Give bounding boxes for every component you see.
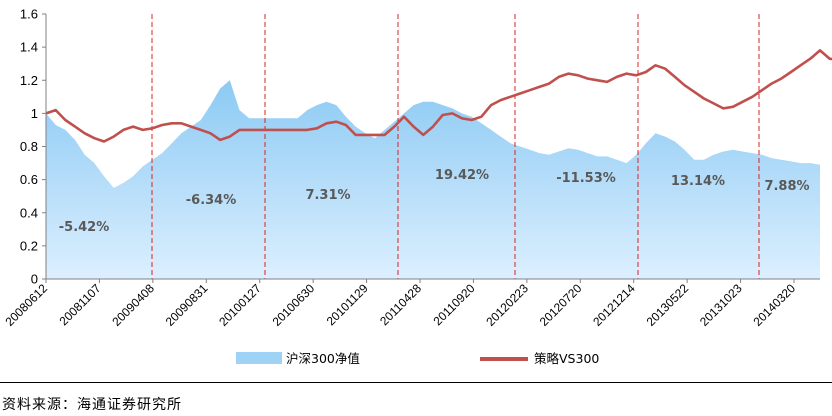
x-tick-label: 20090831: [163, 281, 211, 329]
y-tick-label: 1.4: [20, 40, 38, 55]
x-tick-label: 20100127: [216, 281, 264, 329]
x-tick-label: 20121214: [590, 281, 638, 329]
period-return-label: -6.34%: [186, 193, 237, 208]
x-tick-label: 20101129: [324, 281, 371, 328]
x-tick-label: 20100630: [270, 281, 318, 329]
y-tick-label: 0: [31, 272, 38, 287]
period-return-label: -11.53%: [556, 171, 616, 186]
legend: 沪深300净值 策略VS300: [236, 351, 599, 366]
y-tick-label: 0.6: [20, 172, 38, 187]
legend-area-label: 沪深300净值: [286, 351, 360, 366]
source-note: 资料来源：海通证券研究所: [2, 397, 182, 413]
line-series-strategy: [45, 49, 832, 143]
period-return-label: 7.88%: [764, 179, 809, 194]
x-tick-label: 20120720: [537, 281, 585, 329]
y-tick-label: 0.4: [20, 205, 38, 220]
x-tick-label: 20110428: [377, 281, 424, 328]
y-tick-label: 1: [31, 106, 38, 121]
x-tick-label: 20140320: [750, 281, 798, 329]
x-axis-ticks: 20080612 20081107 20090408 20090831 20100127…: [2, 279, 798, 329]
x-tick-label: 20130522: [644, 281, 692, 329]
legend-area-swatch: [236, 352, 282, 364]
y-tick-label: 0.8: [20, 139, 38, 154]
y-axis-ticks: 0 0.2 0.4 0.6 0.8 1 1.2 1.4 1.6: [20, 7, 46, 287]
y-tick-label: 1.6: [20, 7, 38, 22]
y-tick-label: 1.2: [20, 73, 38, 88]
period-return-label: -5.42%: [59, 220, 110, 235]
period-return-labels: -5.42% -6.34% 7.31% 19.42% -11.53% 13.14% 7.88…: [59, 168, 810, 235]
period-dividers: [151, 14, 760, 279]
source-divider: [0, 382, 832, 383]
period-return-label: 7.31%: [305, 188, 350, 203]
x-tick-label: 20090408: [109, 281, 157, 329]
legend-line-label: 策略VS300: [534, 351, 599, 366]
period-return-label: 19.42%: [435, 168, 489, 183]
x-tick-label: 20081107: [57, 281, 104, 328]
y-tick-label: 0.2: [20, 238, 38, 253]
line-series-layer: [45, 49, 832, 143]
x-tick-label: 20120223: [483, 281, 531, 329]
x-tick-label: 20110920: [431, 281, 478, 328]
period-return-label: 13.14%: [671, 174, 725, 189]
x-tick-label: 20080612: [2, 281, 50, 329]
x-tick-label: 20131023: [697, 281, 745, 329]
